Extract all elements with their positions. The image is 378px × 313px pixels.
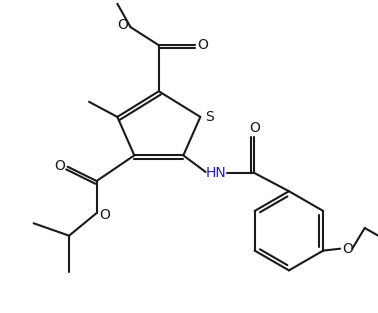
Text: O: O [342, 242, 353, 256]
Text: O: O [117, 18, 128, 32]
Text: O: O [249, 121, 260, 135]
Text: O: O [54, 159, 65, 173]
Text: O: O [197, 38, 208, 52]
Text: S: S [205, 110, 214, 124]
Text: O: O [99, 208, 110, 222]
Text: HN: HN [206, 166, 226, 180]
